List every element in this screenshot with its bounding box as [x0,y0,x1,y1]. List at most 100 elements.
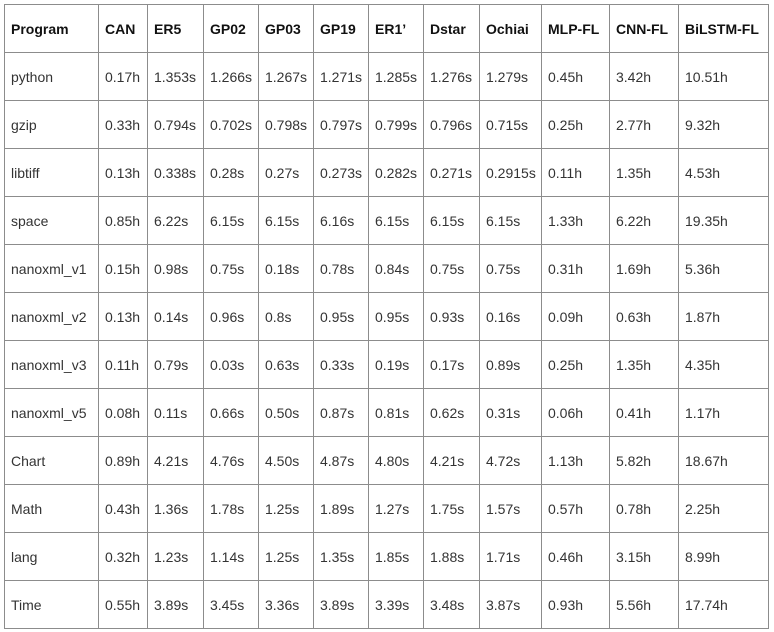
runtime-cell: 0.81s [368,388,424,437]
runtime-cell: 4.72s [479,436,542,485]
runtime-cell: 0.25h [541,340,610,389]
program-name-cell: nanoxml_v2 [4,292,99,341]
runtime-cell: 0.79s [147,340,204,389]
runtime-cell: 1.85s [368,532,424,581]
runtime-cell: 0.273s [313,148,369,197]
runtime-cell: 1.35h [609,148,679,197]
runtime-cell: 1.25s [258,532,314,581]
runtime-cell: 2.25h [678,484,769,533]
runtime-cell: 1.13h [541,436,610,485]
runtime-cell: 0.41h [609,388,679,437]
runtime-cell: 0.798s [258,100,314,149]
runtime-cell: 0.18s [258,244,314,293]
runtime-cell: 0.03s [203,340,259,389]
runtime-cell: 0.25h [541,100,610,149]
runtime-cell: 1.33h [541,196,610,245]
runtime-cell: 0.96s [203,292,259,341]
table-body: python 0.17h 1.353s 1.266s 1.267s 1.271s 1.285… [4,52,769,629]
column-header: MLP-FL [541,4,610,53]
program-name-cell: Chart [4,436,99,485]
runtime-cell: 0.93h [541,580,610,629]
runtime-cell: 0.33h [98,100,148,149]
runtime-cell: 0.85h [98,196,148,245]
runtime-cell: 1.71s [479,532,542,581]
runtime-cell: 0.8s [258,292,314,341]
runtime-cell: 1.279s [479,52,542,101]
runtime-cell: 0.702s [203,100,259,149]
runtime-cell: 1.271s [313,52,369,101]
runtime-cell: 0.17h [98,52,148,101]
runtime-cell: 1.353s [147,52,204,101]
runtime-comparison-table: Program CAN ER5 GP02 GP03 GP19 ER1’ Dstar Ochiai… [4,4,769,629]
runtime-cell: 17.74h [678,580,769,629]
program-name-cell: lang [4,532,99,581]
runtime-cell: 3.89s [313,580,369,629]
runtime-cell: 4.76s [203,436,259,485]
runtime-cell: 0.27s [258,148,314,197]
table-row: gzip 0.33h 0.794s 0.702s 0.798s 0.797s 0.799s 0… [4,100,769,149]
runtime-cell: 1.285s [368,52,424,101]
runtime-cell: 0.95s [313,292,369,341]
runtime-cell: 0.50s [258,388,314,437]
column-header: ER1’ [368,4,424,53]
program-name-cell: Math [4,484,99,533]
runtime-cell: 3.89s [147,580,204,629]
runtime-cell: 9.32h [678,100,769,149]
table-header: Program CAN ER5 GP02 GP03 GP19 ER1’ Dstar Ochiai… [4,4,769,53]
runtime-cell: 0.93s [423,292,480,341]
runtime-cell: 1.17h [678,388,769,437]
runtime-cell: 1.14s [203,532,259,581]
runtime-cell: 18.67h [678,436,769,485]
runtime-cell: 0.89h [98,436,148,485]
runtime-cell: 4.50s [258,436,314,485]
runtime-cell: 1.35s [313,532,369,581]
runtime-cell: 0.09h [541,292,610,341]
runtime-cell: 0.89s [479,340,542,389]
runtime-cell: 2.77h [609,100,679,149]
runtime-cell: 0.08h [98,388,148,437]
column-header: Program [4,4,99,53]
table-row: nanoxml_v3 0.11h 0.79s 0.03s 0.63s 0.33s 0.19s… [4,340,769,389]
runtime-cell: 0.57h [541,484,610,533]
runtime-cell: 6.22h [609,196,679,245]
runtime-cell: 1.276s [423,52,480,101]
runtime-cell: 1.27s [368,484,424,533]
runtime-cell: 0.28s [203,148,259,197]
table-row: nanoxml_v5 0.08h 0.11s 0.66s 0.50s 0.87s 0.81s… [4,388,769,437]
runtime-cell: 0.75s [423,244,480,293]
table-row: Math 0.43h 1.36s 1.78s 1.25s 1.89s 1.27s 1.75s 1… [4,484,769,533]
runtime-cell: 5.36h [678,244,769,293]
runtime-cell: 19.35h [678,196,769,245]
runtime-cell: 6.22s [147,196,204,245]
runtime-cell: 0.63h [609,292,679,341]
table-row: lang 0.32h 1.23s 1.14s 1.25s 1.35s 1.85s 1.88s 1… [4,532,769,581]
runtime-cell: 0.98s [147,244,204,293]
runtime-cell: 1.75s [423,484,480,533]
runtime-cell: 0.13h [98,292,148,341]
runtime-cell: 0.14s [147,292,204,341]
runtime-cell: 0.55h [98,580,148,629]
runtime-cell: 0.87s [313,388,369,437]
runtime-cell: 0.338s [147,148,204,197]
runtime-cell: 0.63s [258,340,314,389]
runtime-cell: 0.75s [479,244,542,293]
column-header: GP03 [258,4,314,53]
runtime-cell: 1.25s [258,484,314,533]
runtime-cell: 0.11h [541,148,610,197]
runtime-cell: 0.11s [147,388,204,437]
runtime-cell: 0.794s [147,100,204,149]
runtime-cell: 3.48s [423,580,480,629]
runtime-cell: 0.19s [368,340,424,389]
program-name-cell: python [4,52,99,101]
runtime-cell: 0.84s [368,244,424,293]
runtime-cell: 10.51h [678,52,769,101]
runtime-cell: 4.87s [313,436,369,485]
runtime-cell: 6.15s [479,196,542,245]
runtime-cell: 1.36s [147,484,204,533]
runtime-cell: 0.796s [423,100,480,149]
column-header: CAN [98,4,148,53]
runtime-cell: 0.06h [541,388,610,437]
program-name-cell: gzip [4,100,99,149]
runtime-cell: 6.15s [258,196,314,245]
program-name-cell: nanoxml_v3 [4,340,99,389]
